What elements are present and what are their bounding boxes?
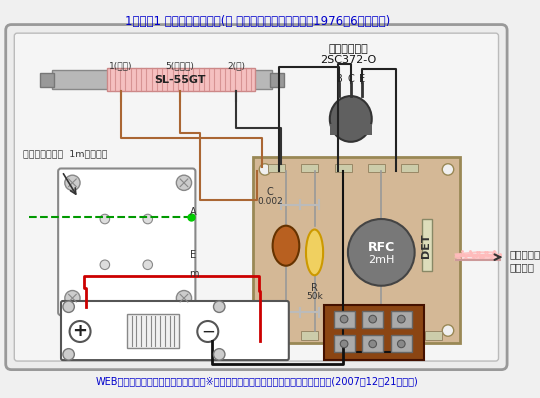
Ellipse shape bbox=[273, 226, 299, 266]
Text: 5(タップ): 5(タップ) bbox=[166, 61, 194, 70]
Text: R: R bbox=[311, 283, 318, 293]
Bar bbox=[40, 73, 55, 86]
Text: 2mH: 2mH bbox=[368, 255, 394, 265]
FancyBboxPatch shape bbox=[58, 168, 195, 315]
Text: 1石・高1 イヤホン豆ラジオ(泉 弘志氏・「子供の科学」1976年6月号掲載): 1石・高1 イヤホン豆ラジオ(泉 弘志氏・「子供の科学」1976年6月号掲載) bbox=[125, 15, 390, 28]
Bar bbox=[362, 310, 383, 328]
Bar bbox=[401, 332, 418, 340]
Bar bbox=[368, 332, 385, 340]
Circle shape bbox=[397, 315, 405, 323]
Circle shape bbox=[197, 321, 218, 342]
Bar bbox=[391, 310, 412, 328]
Bar bbox=[362, 335, 383, 353]
Text: SL-55GT: SL-55GT bbox=[154, 75, 206, 85]
Text: E: E bbox=[359, 74, 365, 84]
Bar bbox=[425, 332, 442, 340]
Text: C: C bbox=[347, 74, 354, 84]
Circle shape bbox=[259, 325, 271, 336]
Text: （補助アンテナ  1mぐらい）: （補助アンテナ 1mぐらい） bbox=[23, 150, 107, 159]
Circle shape bbox=[177, 175, 192, 190]
Circle shape bbox=[213, 349, 225, 360]
Text: E: E bbox=[191, 250, 197, 260]
Text: m: m bbox=[189, 269, 198, 279]
Text: +: + bbox=[72, 322, 87, 341]
FancyBboxPatch shape bbox=[61, 301, 289, 360]
Text: RFC: RFC bbox=[368, 241, 395, 254]
Circle shape bbox=[65, 291, 80, 306]
FancyBboxPatch shape bbox=[14, 33, 498, 361]
Bar bbox=[368, 164, 385, 172]
Bar bbox=[107, 68, 254, 91]
Circle shape bbox=[65, 175, 80, 190]
Text: B: B bbox=[336, 74, 343, 84]
Circle shape bbox=[340, 315, 348, 323]
Circle shape bbox=[100, 260, 110, 269]
Text: クリスタル
イヤホン: クリスタル イヤホン bbox=[509, 250, 540, 273]
Bar bbox=[324, 305, 424, 360]
Circle shape bbox=[369, 340, 376, 348]
Bar bbox=[52, 70, 272, 90]
Bar bbox=[335, 164, 352, 172]
Text: 2SC372-O: 2SC372-O bbox=[320, 55, 376, 65]
Bar bbox=[391, 335, 412, 353]
Circle shape bbox=[369, 315, 376, 323]
Circle shape bbox=[397, 340, 405, 348]
Bar bbox=[334, 310, 355, 328]
Bar bbox=[270, 73, 284, 86]
Text: 0.002: 0.002 bbox=[257, 197, 282, 206]
Text: A: A bbox=[190, 207, 197, 217]
Bar bbox=[301, 164, 319, 172]
Bar bbox=[253, 157, 461, 343]
Ellipse shape bbox=[306, 230, 323, 275]
Text: 1(無色): 1(無色) bbox=[109, 61, 133, 70]
Text: C: C bbox=[266, 187, 273, 197]
Circle shape bbox=[63, 301, 75, 312]
Bar bbox=[401, 164, 418, 172]
Bar bbox=[127, 314, 179, 348]
Circle shape bbox=[87, 208, 168, 288]
Text: 2(黒): 2(黒) bbox=[227, 61, 245, 70]
Bar bbox=[422, 219, 432, 271]
Bar bbox=[268, 332, 285, 340]
Circle shape bbox=[100, 214, 110, 224]
Circle shape bbox=[340, 340, 348, 348]
Circle shape bbox=[442, 325, 454, 336]
Bar bbox=[334, 335, 355, 353]
Bar bbox=[335, 332, 352, 340]
Circle shape bbox=[259, 164, 271, 175]
Bar bbox=[268, 164, 285, 172]
Circle shape bbox=[143, 260, 152, 269]
FancyBboxPatch shape bbox=[6, 25, 507, 370]
Text: トランジスタ: トランジスタ bbox=[328, 44, 368, 55]
Circle shape bbox=[63, 349, 75, 360]
Text: −: − bbox=[201, 322, 215, 341]
Circle shape bbox=[442, 164, 454, 175]
Bar bbox=[330, 124, 372, 135]
Text: WEBサイト「子供の科学のラジオ」　※「子供の科学」編集部の許可を得て作図掲載(2007年12月21日許諾): WEBサイト「子供の科学のラジオ」 ※「子供の科学」編集部の許可を得て作図掲載(… bbox=[96, 376, 418, 386]
Circle shape bbox=[177, 291, 192, 306]
Text: 50k: 50k bbox=[306, 292, 323, 301]
Text: DET: DET bbox=[421, 233, 431, 258]
Circle shape bbox=[70, 321, 91, 342]
Circle shape bbox=[213, 301, 225, 312]
Ellipse shape bbox=[330, 96, 372, 142]
Circle shape bbox=[348, 219, 415, 286]
Bar bbox=[301, 332, 319, 340]
Circle shape bbox=[143, 214, 152, 224]
